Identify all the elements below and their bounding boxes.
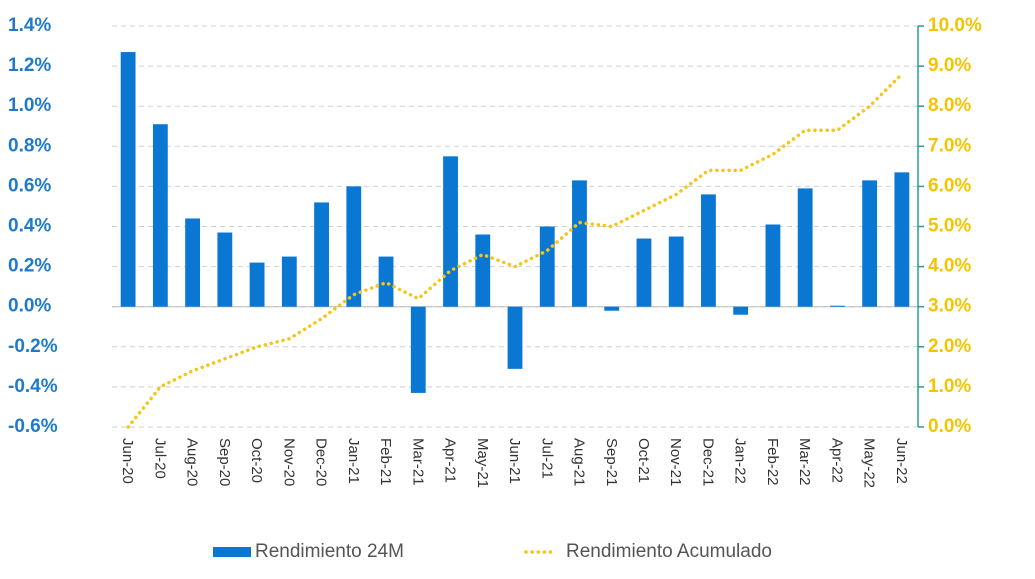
x-tick-label: Apr-21 (442, 438, 459, 483)
y-tick-label: 1.2% (8, 55, 51, 76)
x-tick-label: Dec-21 (699, 438, 716, 486)
bar (378, 256, 394, 307)
x-tick-label: Sep-21 (603, 438, 620, 486)
bar (475, 234, 491, 307)
x-tick-label: Apr-22 (828, 438, 845, 483)
x-tick-label: Jan-21 (345, 438, 362, 484)
bar (733, 306, 749, 315)
bar (152, 124, 168, 307)
x-tick-label: Nov-21 (667, 438, 684, 486)
x-tick-label: Feb-21 (377, 438, 394, 486)
x-tick-label: May-22 (861, 438, 878, 488)
bar (636, 238, 652, 307)
bar (217, 232, 233, 307)
y-tick-label: 0.0% (8, 296, 51, 317)
y2-tick-label: 5.0% (928, 216, 971, 237)
x-tick-label: Dec-20 (313, 438, 330, 486)
x-tick-label: Jul-20 (151, 438, 168, 479)
bar (572, 180, 587, 307)
bar (765, 224, 781, 307)
bar (862, 180, 878, 307)
y-tick-label: 0.6% (8, 175, 51, 196)
y-tick-label: 1.4% (8, 15, 51, 36)
y-tick-label: 0.8% (8, 135, 51, 156)
bar (346, 186, 362, 307)
x-tick-label: Mar-21 (409, 438, 426, 486)
x-tick-label: Nov-20 (280, 438, 297, 486)
y-tick-label: -0.2% (8, 336, 58, 357)
bar (314, 202, 329, 307)
legend-label: Rendimiento 24M (255, 541, 404, 562)
x-tick-label: Sep-20 (216, 438, 233, 486)
x-tick-label: Oct-20 (248, 438, 265, 483)
bar (829, 305, 845, 307)
y2-tick-label: 3.0% (928, 296, 971, 317)
y2-tick-label: 1.0% (928, 376, 971, 397)
x-tick-label: Feb-22 (764, 438, 781, 486)
y-tick-label: 0.4% (8, 216, 51, 237)
bar (185, 218, 201, 307)
x-tick-label: Aug-21 (571, 438, 588, 486)
bar (668, 236, 684, 307)
bar (410, 306, 426, 393)
bar (443, 156, 458, 307)
x-tick-label: May-21 (474, 438, 491, 488)
y2-tick-label: 7.0% (928, 135, 971, 156)
y-tick-label: 1.0% (8, 95, 51, 116)
y2-tick-label: 9.0% (928, 55, 971, 76)
x-tick-label: Jul-21 (538, 438, 555, 479)
bar (894, 172, 910, 307)
bar (539, 226, 555, 307)
y2-tick-label: 10.0% (928, 15, 982, 36)
x-tick-label: Oct-21 (635, 438, 652, 483)
y2-tick-label: 6.0% (928, 175, 971, 196)
bar (701, 194, 716, 307)
x-tick-label: Mar-22 (796, 438, 813, 486)
y2-tick-label: 8.0% (928, 95, 971, 116)
legend-swatch (213, 547, 251, 557)
y2-tick-label: 2.0% (928, 336, 971, 357)
bar (249, 262, 265, 307)
bar (604, 306, 620, 311)
bar (120, 52, 136, 307)
x-tick-label: Aug-20 (184, 438, 201, 486)
x-tick-label: Jan-22 (732, 438, 749, 484)
y-tick-label: -0.6% (8, 416, 58, 437)
bar (281, 256, 297, 307)
bar (507, 306, 523, 369)
y2-tick-label: 0.0% (928, 416, 971, 437)
x-tick-label: Jun-20 (119, 438, 136, 484)
y-tick-label: 0.2% (8, 256, 51, 277)
x-tick-label: Jun-22 (893, 438, 910, 484)
legend-label: Rendimiento Acumulado (566, 541, 772, 562)
bar (797, 188, 813, 307)
line (126, 72, 904, 429)
y-tick-label: -0.4% (8, 376, 58, 397)
x-tick-label: Jun-21 (506, 438, 523, 484)
y2-tick-label: 4.0% (928, 256, 971, 277)
